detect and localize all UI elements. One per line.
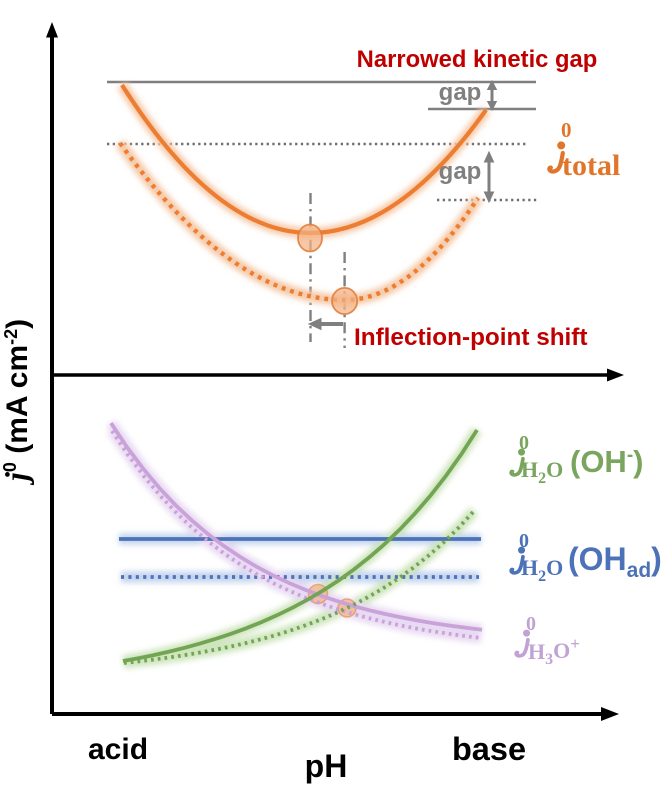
svg-text:total: total — [562, 149, 620, 182]
svg-text:(OHad): (OHad) — [568, 541, 662, 582]
svg-text:(OH-): (OH-) — [570, 444, 643, 479]
svg-text:gap: gap — [439, 79, 482, 106]
svg-text:acid: acid — [88, 733, 148, 766]
svg-text:0: 0 — [519, 432, 529, 454]
svg-text:pH: pH — [305, 748, 348, 784]
svg-text:j0 (mA cm-2): j0 (mA cm-2) — [0, 319, 34, 486]
svg-text:base: base — [452, 731, 526, 767]
svg-text:Narrowed kinetic gap: Narrowed kinetic gap — [357, 46, 598, 73]
svg-text:0: 0 — [526, 613, 536, 635]
svg-text:H2O: H2O — [521, 457, 563, 487]
svg-text:H3O+: H3O+ — [528, 634, 580, 668]
svg-text:gap: gap — [439, 158, 482, 185]
svg-text:0: 0 — [561, 118, 572, 142]
svg-text:Inflection-point shift: Inflection-point shift — [354, 324, 587, 351]
svg-text:0: 0 — [519, 530, 529, 552]
svg-text:H2O: H2O — [521, 555, 563, 585]
